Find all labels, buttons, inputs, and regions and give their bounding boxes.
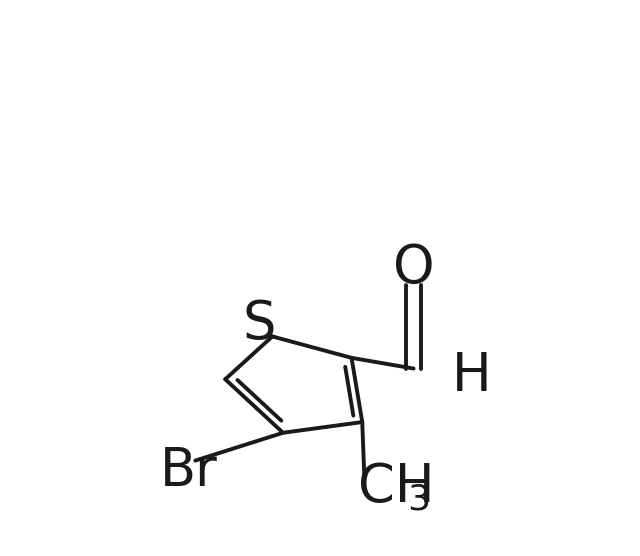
Text: O: O <box>393 242 435 294</box>
Text: Br: Br <box>160 445 218 497</box>
Text: 3: 3 <box>407 483 430 517</box>
Text: H: H <box>452 350 492 402</box>
Text: S: S <box>243 297 276 350</box>
Text: CH: CH <box>358 461 435 513</box>
